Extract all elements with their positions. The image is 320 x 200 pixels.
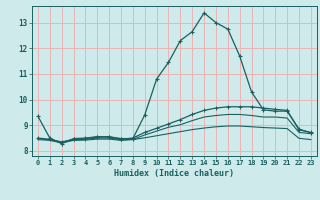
- X-axis label: Humidex (Indice chaleur): Humidex (Indice chaleur): [115, 169, 234, 178]
